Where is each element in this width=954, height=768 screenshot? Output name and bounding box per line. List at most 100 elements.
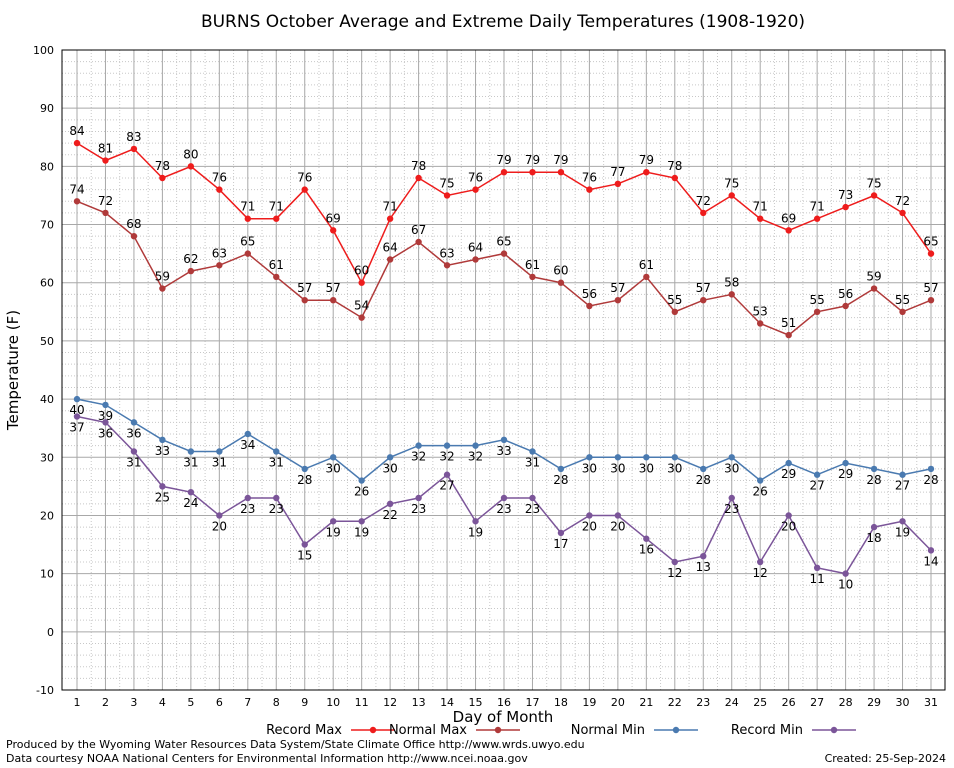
data-point xyxy=(443,262,451,269)
data-label: 28 xyxy=(553,473,568,487)
data-point xyxy=(415,174,422,182)
data-point xyxy=(472,518,479,525)
credit-line-2: Data courtesy NOAA National Centers for … xyxy=(6,752,528,765)
data-label: 37 xyxy=(69,421,84,435)
x-tick-label: 16 xyxy=(497,696,511,709)
data-point xyxy=(557,465,565,473)
data-point xyxy=(73,395,81,403)
data-label: 71 xyxy=(240,200,255,214)
legend-label: Record Max xyxy=(266,723,342,738)
data-point xyxy=(159,174,166,182)
x-tick-label: 4 xyxy=(159,696,166,709)
x-tick-label: 17 xyxy=(525,696,539,709)
data-label: 28 xyxy=(297,473,312,487)
data-point xyxy=(870,285,878,292)
data-point xyxy=(842,302,849,310)
data-point xyxy=(529,273,536,281)
data-point xyxy=(899,471,906,478)
data-point xyxy=(358,279,365,286)
data-point xyxy=(614,180,622,188)
data-point xyxy=(443,471,451,478)
legend-label: Normal Min xyxy=(571,723,645,738)
data-point xyxy=(785,227,792,234)
data-label: 20 xyxy=(781,519,796,533)
data-label: 60 xyxy=(553,264,568,278)
data-label: 32 xyxy=(468,450,483,464)
data-label: 65 xyxy=(496,235,511,249)
data-label: 23 xyxy=(240,502,255,516)
data-label: 63 xyxy=(439,246,454,260)
x-tick-label: 3 xyxy=(130,696,137,709)
data-label: 26 xyxy=(354,485,369,499)
x-tick-label: 25 xyxy=(753,696,767,709)
data-point xyxy=(415,238,422,246)
data-point xyxy=(586,454,593,461)
data-point xyxy=(443,442,451,449)
data-point xyxy=(614,512,622,519)
data-point xyxy=(785,512,792,519)
data-point xyxy=(643,535,650,542)
data-label: 28 xyxy=(866,473,881,487)
data-label: 19 xyxy=(354,525,369,539)
data-label: 12 xyxy=(667,566,682,580)
data-point xyxy=(330,296,337,304)
data-label: 69 xyxy=(781,211,796,225)
data-point xyxy=(330,227,337,234)
data-point xyxy=(102,401,109,409)
data-label: 28 xyxy=(923,473,938,487)
data-point xyxy=(842,570,849,577)
y-tick-label: 60 xyxy=(40,277,54,290)
data-point xyxy=(187,488,195,496)
data-point xyxy=(386,215,394,222)
data-point xyxy=(785,459,792,467)
data-point xyxy=(899,308,906,316)
data-point xyxy=(700,209,707,217)
data-point xyxy=(870,465,878,473)
data-point xyxy=(216,448,223,455)
credit-line-1: Produced by the Wyoming Water Resources … xyxy=(6,738,585,751)
data-label: 51 xyxy=(781,316,796,330)
data-label: 20 xyxy=(582,519,597,533)
data-label: 65 xyxy=(923,235,938,249)
data-point xyxy=(386,500,394,508)
data-point xyxy=(301,186,308,193)
data-label: 72 xyxy=(696,194,711,208)
data-label: 20 xyxy=(212,519,227,533)
data-label: 71 xyxy=(269,200,284,214)
data-point xyxy=(671,558,678,566)
legend-label: Normal Max xyxy=(389,723,467,738)
data-point xyxy=(273,215,280,222)
data-label: 79 xyxy=(639,153,654,167)
data-label: 59 xyxy=(155,270,170,284)
data-label: 23 xyxy=(525,502,540,516)
major-grid xyxy=(62,49,945,691)
data-label: 40 xyxy=(69,403,84,417)
data-label: 20 xyxy=(610,519,625,533)
data-point xyxy=(301,465,308,473)
data-point xyxy=(73,139,81,147)
chart-title: BURNS October Average and Extreme Daily … xyxy=(201,12,805,32)
y-tick-label: 100 xyxy=(33,44,54,57)
x-tick-label: 22 xyxy=(668,696,682,709)
data-label: 65 xyxy=(240,235,255,249)
data-point xyxy=(358,518,365,525)
data-point xyxy=(500,168,508,176)
data-label: 30 xyxy=(582,461,597,475)
legend-swatch-marker xyxy=(830,726,838,734)
x-tick-label: 9 xyxy=(301,696,308,709)
data-point xyxy=(728,291,735,298)
data-point xyxy=(842,459,849,467)
data-point xyxy=(130,419,138,426)
data-point xyxy=(273,273,280,281)
data-label: 22 xyxy=(382,508,397,522)
x-tick-label: 21 xyxy=(639,696,653,709)
data-label: 31 xyxy=(212,455,227,469)
data-label: 19 xyxy=(895,525,910,539)
data-label: 76 xyxy=(582,171,597,185)
x-tick-label: 5 xyxy=(187,696,194,709)
data-label: 11 xyxy=(809,572,824,586)
data-label: 64 xyxy=(382,240,397,254)
data-point xyxy=(187,163,195,170)
data-point xyxy=(529,448,536,455)
